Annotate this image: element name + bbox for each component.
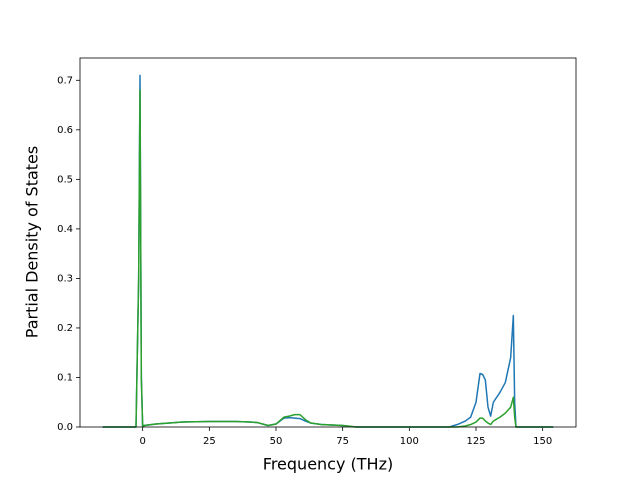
x-tick-label: 25 xyxy=(203,436,216,447)
series-line xyxy=(102,74,554,428)
series-line xyxy=(102,89,554,428)
x-tick-label: 50 xyxy=(270,436,283,447)
y-tick-label: 0.7 xyxy=(57,75,73,86)
y-tick-label: 0.3 xyxy=(57,273,73,284)
y-tick-label: 0.6 xyxy=(57,125,73,136)
y-tick-label: 0.5 xyxy=(57,174,73,185)
x-tick-label: 125 xyxy=(466,436,485,447)
x-tick-label: 150 xyxy=(533,436,552,447)
y-tick-label: 0.0 xyxy=(57,422,73,433)
y-axis-label: Partial Density of States xyxy=(23,146,42,338)
x-axis-label: Frequency (THz) xyxy=(263,455,393,474)
x-tick-label: 0 xyxy=(139,436,145,447)
y-tick-label: 0.4 xyxy=(57,224,73,235)
y-tick-label: 0.1 xyxy=(57,372,73,383)
y-tick-label: 0.2 xyxy=(57,323,73,334)
plot-frame xyxy=(79,57,577,428)
x-tick-label: 100 xyxy=(400,436,419,447)
x-tick-label: 75 xyxy=(336,436,349,447)
